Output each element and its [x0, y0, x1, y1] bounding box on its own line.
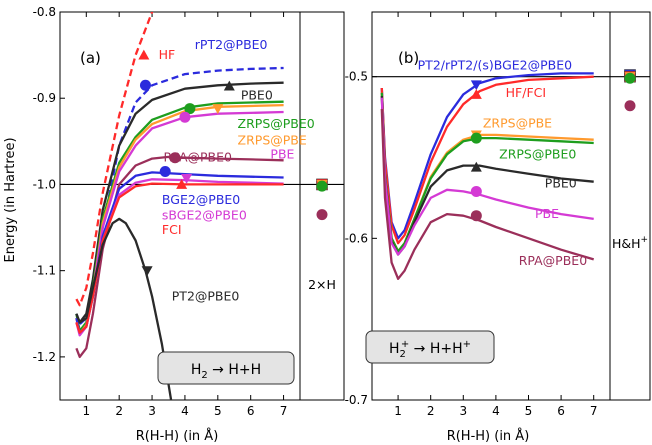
reaction-box-a: [157, 351, 295, 385]
series-label-zrps-pbe: ZRPS@PBE: [238, 132, 307, 147]
y-tick-label-a: -1.0: [33, 177, 56, 191]
series-line-pbe0: [75, 81, 284, 324]
reaction-rest-a: → H+H: [208, 362, 261, 378]
series-marker-pbe0: [223, 80, 235, 91]
series-label-pt2-rpt2-s-bge2-pbe0: PT2/rPT2/(s)BGE2@PBE0: [418, 57, 572, 72]
series-marker-zrps-pbe0: [470, 132, 482, 144]
series-label-zrps-pbe: ZRPS@PBE: [483, 116, 552, 131]
x-tick-label-a: 6: [247, 404, 255, 418]
inset-label-a: 2×H: [308, 277, 336, 292]
series-marker-pbe: [470, 185, 482, 197]
plot-frame-b: [371, 11, 651, 401]
series-line-rpa-pbe0: [75, 155, 284, 359]
x-tick-label-a: 1: [82, 404, 90, 418]
x-tick-label-b: 3: [459, 404, 467, 418]
series-label-zrps-pbe0: ZRPS@PBE0: [499, 146, 576, 161]
series-line-fci: [75, 182, 284, 334]
y-tick-label-a: -1.1: [33, 264, 56, 278]
reaction-rest-sup-b: +: [463, 339, 471, 350]
series-label-pbe0: PBE0: [241, 88, 273, 103]
inset-marker-circle: [624, 100, 636, 112]
reaction-main-b: H: [389, 341, 400, 357]
series-marker-fci: [176, 178, 188, 189]
series-label-pbe: PBE: [535, 206, 559, 221]
reaction-label-a: H2 → H+H: [191, 362, 261, 381]
x-tick-label-a: 3: [148, 404, 156, 418]
reaction-sup-b: +: [401, 339, 409, 350]
series-line-rpa-pbe0: [380, 108, 595, 280]
reaction-sub-a: 2: [201, 370, 207, 381]
series-marker-rpa-pbe0: [470, 210, 482, 222]
series-marker-pt2-rpt2-s-bge2-pbe0: [470, 80, 482, 91]
x-tick-label-a: 7: [280, 404, 288, 418]
series-line-hf: [75, 12, 154, 307]
panel-label-b: (b): [398, 49, 419, 67]
series-marker-pbe0: [470, 161, 482, 172]
series-label-rpt2-pbe0: rPT2@PBE0: [195, 37, 268, 52]
series-marker-pt2-pbe0: [141, 266, 153, 277]
reaction-label-b: H2+ → H+H+: [389, 339, 471, 360]
series-label-hf: HF: [159, 47, 176, 62]
y-tick-label-b: -0.6: [345, 231, 368, 245]
x-tick-label-b: 5: [525, 404, 533, 418]
inset-marker-circle: [316, 180, 328, 192]
y-axis-label: Energy (in Hartree): [3, 137, 18, 262]
series-marker-zrps-pbe0: [184, 103, 196, 115]
series-label-pbe: PBE: [270, 146, 294, 161]
y-tick-label-a: -0.8: [33, 5, 56, 19]
reaction-sub-b: 2: [399, 349, 405, 360]
x-tick-label-a: 5: [214, 404, 222, 418]
reaction-main-a: H: [191, 362, 202, 378]
series-label-pt2-pbe0: PT2@PBE0: [172, 289, 240, 304]
x-tick-label-a: 2: [115, 404, 123, 418]
series-marker-hf: [138, 49, 150, 60]
series-marker-hf-fci: [470, 88, 482, 99]
series-label-fci: FCI: [162, 222, 182, 237]
y-tick-label-b: -0.5: [345, 70, 368, 84]
series-line-zrps-pbe0: [380, 92, 594, 253]
panel-b: 1 2 3 4 5 6 7 -0.5 -0.6 -0.7 PT2/rPT2/(s)BGE2@PBE0…: [345, 11, 651, 418]
series-line-zrps-pbe0: [75, 100, 284, 333]
x-axis-label-a: R(H-H) (in Å): [136, 428, 219, 444]
series-line-pbe: [380, 97, 594, 256]
reaction-box-b: [365, 330, 495, 364]
reaction-rest-b: → H+H: [409, 341, 462, 357]
series-marker-pbe: [179, 111, 191, 123]
series-line-hf-fci: [380, 75, 594, 245]
plot-frame-a: [59, 11, 345, 401]
x-tick-label-b: 7: [590, 404, 598, 418]
panel-label-a: (a): [80, 49, 101, 67]
y-tick-label-a: -1.2: [33, 350, 56, 364]
series-label-bge2-pbe0: BGE2@PBE0: [162, 192, 240, 207]
series-label-zrps-pbe0: ZRPS@PBE0: [238, 116, 315, 131]
series-label-pbe0: PBE0: [545, 175, 577, 190]
inset-marker-circle: [624, 72, 636, 84]
x-axis-label-b: R(H-H) (in Å): [447, 428, 530, 444]
panel-a: 1 2 3 4 5 6 7 -0.8 -0.9 -1.0 -1.1 -1.2 HF rPT2@PBE0 PB…: [33, 5, 345, 418]
series-label-rpa-pbe0: RPA@PBE0: [519, 253, 587, 268]
series-group-b: [380, 72, 595, 280]
inset-label-sup-b: +: [641, 235, 649, 245]
x-tick-label-b: 6: [557, 404, 565, 418]
series-group-a: [75, 12, 284, 400]
x-tick-label-b: 2: [427, 404, 435, 418]
series-marker-zrps-pbe: [212, 104, 224, 115]
series-label-hf-fci: HF/FCI: [506, 85, 546, 100]
inset-label-b: H&H+: [612, 235, 648, 251]
series-label-sbge2-pbe0: sBGE2@PBE0: [162, 207, 247, 222]
y-tick-label-a: -0.9: [33, 91, 56, 105]
y-tick-label-b: -0.7: [345, 393, 368, 407]
series-label-rpa-pbe0: RPA@PBE0: [164, 150, 232, 165]
series-marker-rpa-pbe0: [169, 152, 181, 164]
x-tick-label-b: 1: [394, 404, 402, 418]
series-line-pt2-pbe0: [75, 217, 173, 400]
x-tick-label-a: 4: [181, 404, 189, 418]
series-marker-bge2-pbe0: [159, 166, 171, 178]
series-marker-sbge2-pbe0: [181, 174, 193, 184]
inset-marker-circle: [316, 209, 328, 221]
x-tick-label-b: 4: [492, 404, 500, 418]
series-marker-rpt2-pbe0: [139, 79, 151, 91]
